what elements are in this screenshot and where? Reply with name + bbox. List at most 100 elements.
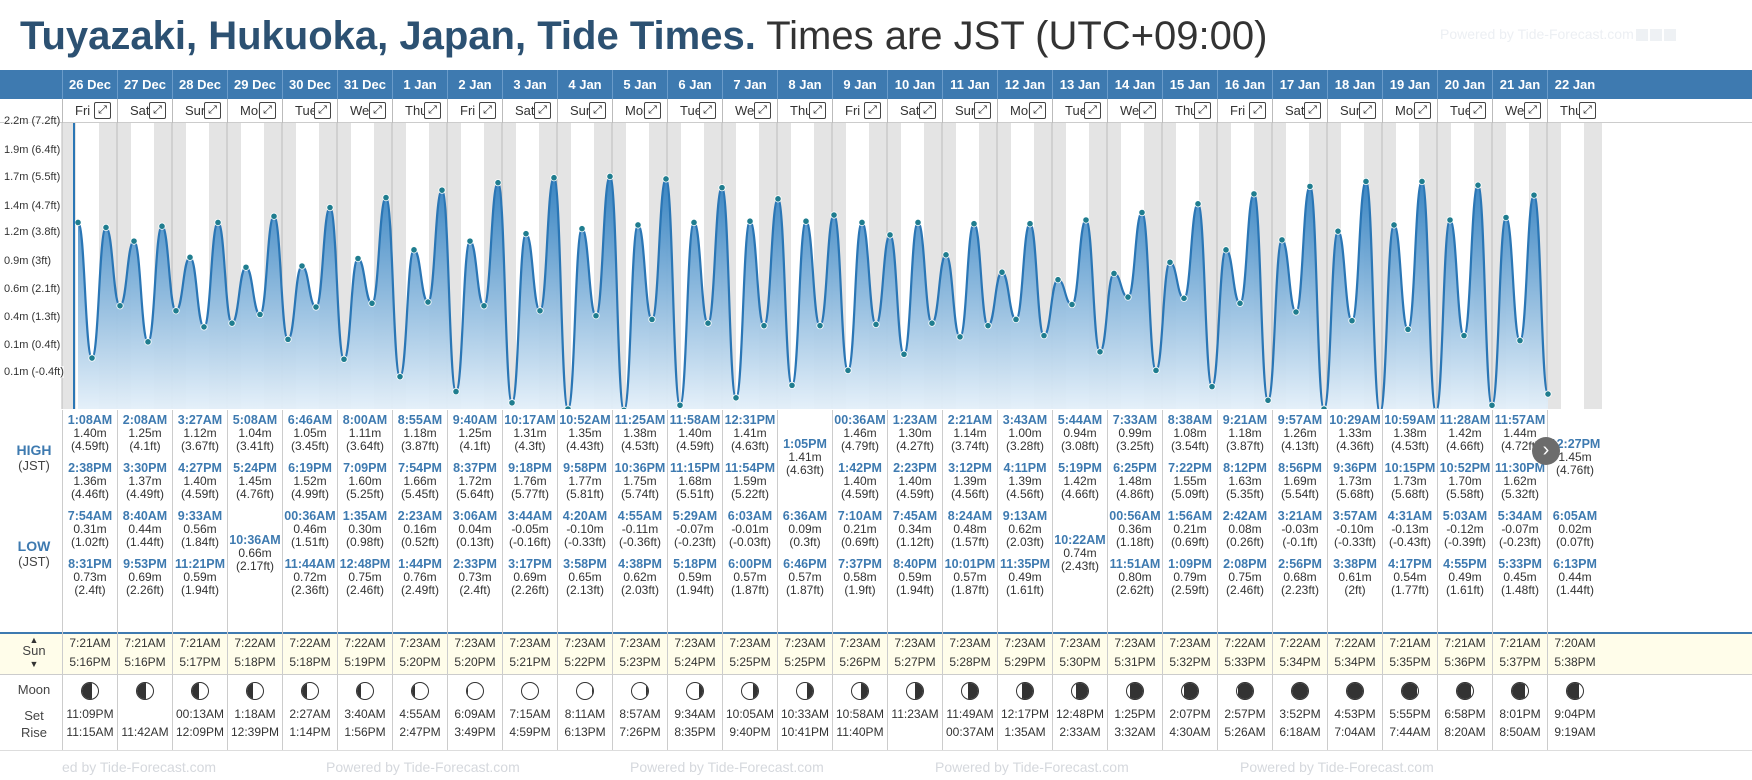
expand-icon[interactable]: ⤢ [919, 102, 936, 119]
expand-icon[interactable]: ⤢ [204, 102, 221, 119]
date-cell: 7 Jan [722, 70, 777, 99]
sunrise-time: 7:23AM [1169, 637, 1211, 650]
tide-point [102, 223, 110, 232]
low-height-ft: (1.48ft) [1500, 583, 1539, 597]
sunrise-time: 7:20AM [1554, 637, 1596, 650]
low-label: LOW [17, 538, 51, 554]
moon-phase-icon [1401, 682, 1419, 700]
moon-phase-icon [1291, 682, 1309, 700]
high-height-m: 1.42m [1063, 474, 1097, 488]
low-height-m: 0.57m [788, 570, 822, 584]
expand-icon[interactable]: ⤢ [1359, 102, 1376, 119]
sunrise-time: 7:23AM [1004, 637, 1046, 650]
day-column: 5:44AM 0.94m (3.08ft) 5:19PM 1.42m (4.66ft) 10… [1052, 410, 1107, 750]
sunrise-time: 7:23AM [619, 637, 661, 650]
expand-icon[interactable]: ⤢ [1139, 102, 1156, 119]
moon-phase-icon [796, 682, 814, 700]
date-cell: 13 Jan [1052, 70, 1107, 99]
expand-icon[interactable]: ⤢ [1194, 102, 1211, 119]
weekday-cell: Mon ⤢ [612, 99, 667, 123]
expand-icon[interactable]: ⤢ [314, 102, 331, 119]
moon-phase [338, 674, 392, 704]
expand-icon[interactable]: ⤢ [1469, 102, 1486, 119]
expand-icon[interactable]: ⤢ [644, 102, 661, 119]
sunset-time: 5:21PM [509, 656, 551, 669]
high-height-ft: (4.53ft) [620, 439, 659, 453]
tide-point [942, 251, 950, 259]
high-height-ft: (3.67ft) [180, 439, 219, 453]
expand-icon[interactable]: ⤢ [479, 102, 496, 119]
moon-phase [558, 674, 612, 704]
low-tide-entry: 4:20AM -0.10m (-0.33ft) [558, 510, 612, 549]
low-height-m: 0.49m [1008, 570, 1042, 584]
low-height-ft: (2.03ft) [620, 583, 659, 597]
tide-point [228, 319, 236, 327]
date-cell: 31 Dec [337, 70, 392, 99]
high-time: 3:12PM [948, 462, 992, 475]
expand-icon[interactable]: ⤢ [369, 102, 386, 119]
tide-point [1348, 317, 1356, 325]
expand-icon[interactable]: ⤢ [1304, 102, 1321, 119]
low-time: 3:17PM [508, 558, 552, 571]
low-height-ft: (-0.36ft) [618, 535, 661, 549]
expand-icon[interactable]: ⤢ [149, 102, 166, 119]
next-days-button[interactable]: › [1532, 437, 1560, 465]
high-height-ft: (4.72ft) [1500, 439, 1539, 453]
expand-icon[interactable]: ⤢ [809, 102, 826, 119]
tide-point [242, 263, 250, 271]
high-height-m: 1.73m [1393, 474, 1427, 488]
expand-icon[interactable]: ⤢ [864, 102, 881, 119]
day-column: 7:33AM 0.99m (3.25ft) 6:25PM 1.48m (4.86ft) 00… [1107, 410, 1162, 750]
moon-phase [228, 674, 282, 704]
moon-phase [1383, 674, 1437, 704]
weekday-cell: Wed ⤢ [337, 99, 392, 123]
low-height-ft: (1.77ft) [1390, 583, 1429, 597]
expand-icon[interactable]: ⤢ [1029, 102, 1046, 119]
high-height-ft: (4.53ft) [1390, 439, 1429, 453]
low-tide-entry: 10:22AM 0.74m (2.43ft) [1053, 534, 1107, 573]
moon-shadow [1292, 683, 1308, 699]
expand-icon[interactable]: ⤢ [699, 102, 716, 119]
expand-icon[interactable]: ⤢ [534, 102, 551, 119]
expand-icon[interactable]: ⤢ [589, 102, 606, 119]
high-height-ft: (4.86ft) [1115, 487, 1154, 501]
tide-point [1096, 348, 1104, 356]
expand-icon[interactable]: ⤢ [1084, 102, 1101, 119]
low-time: 7:10AM [837, 510, 883, 523]
moon-phase-icon [851, 682, 869, 700]
low-height-ft: (0.13ft) [455, 535, 494, 549]
moon-phase-icon [1346, 682, 1364, 700]
high-tide-entry: 1:23AM 1.30m (4.27ft) [888, 414, 942, 453]
expand-icon[interactable]: ⤢ [1524, 102, 1541, 119]
high-tide-entry: 7:33AM 0.99m (3.25ft) [1108, 414, 1162, 453]
high-height-ft: (5.45ft) [400, 487, 439, 501]
tide-point [480, 302, 488, 310]
sunset-time: 5:16PM [69, 656, 111, 669]
high-height-m: 0.99m [1118, 426, 1152, 440]
weekday-cell: Tue ⤢ [667, 99, 722, 123]
moon-phase-icon [301, 682, 319, 700]
high-time: 7:22PM [1168, 462, 1212, 475]
high-height-ft: (3.87ft) [400, 439, 439, 453]
high-time: 1:23AM [892, 414, 938, 427]
weekday-label: Tue [295, 103, 317, 118]
expand-icon[interactable]: ⤢ [754, 102, 771, 119]
expand-icon[interactable]: ⤢ [94, 102, 111, 119]
expand-icon[interactable]: ⤢ [259, 102, 276, 119]
expand-icon[interactable]: ⤢ [974, 102, 991, 119]
moon-set-label: Set [24, 708, 44, 723]
high-height-m: 1.37m [128, 474, 162, 488]
expand-icon[interactable]: ⤢ [1249, 102, 1266, 119]
high-height-ft: (5.64ft) [455, 487, 494, 501]
sunset-time: 5:36PM [1444, 656, 1486, 669]
expand-icon[interactable]: ⤢ [1414, 102, 1431, 119]
weekday-cell: Sun ⤢ [172, 99, 227, 123]
expand-icon[interactable]: ⤢ [424, 102, 441, 119]
moon-shadow [1402, 683, 1418, 699]
high-height-m: 1.76m [513, 474, 547, 488]
high-height-ft: (3.87ft) [1225, 439, 1264, 453]
moonset-time: 6:09AM [454, 708, 496, 721]
moon-phase [1548, 674, 1602, 704]
expand-icon[interactable]: ⤢ [1579, 102, 1596, 119]
day-column: 9:57AM 1.26m (4.13ft) 8:56PM 1.69m (5.54ft) 3:… [1272, 410, 1327, 750]
